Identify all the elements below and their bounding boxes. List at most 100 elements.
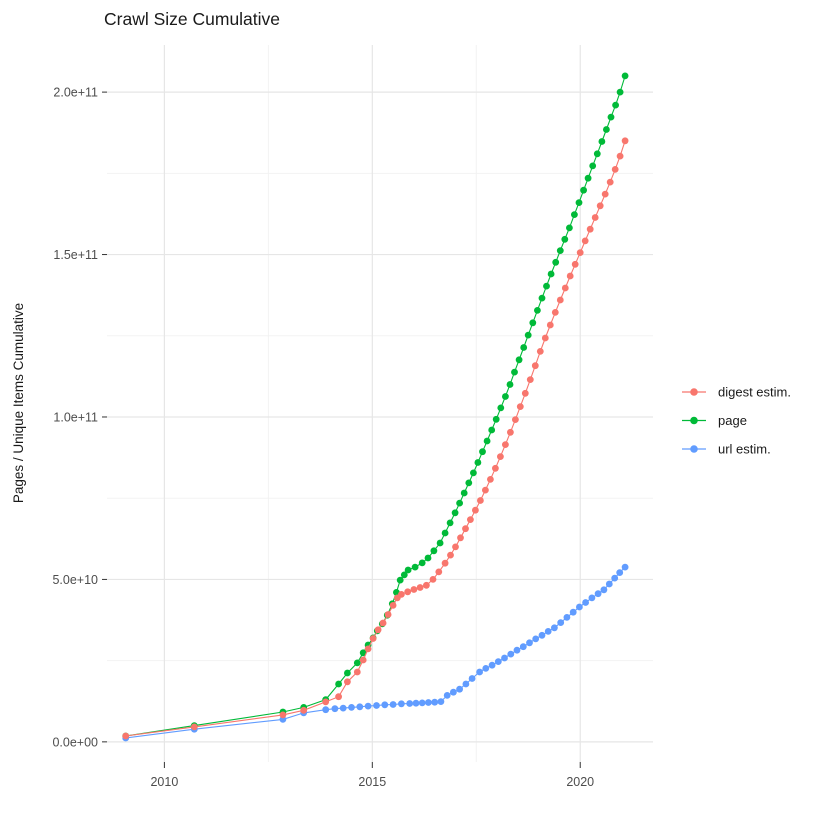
data-point (526, 376, 534, 383)
data-point (398, 700, 405, 708)
data-point (571, 260, 579, 268)
data-point (511, 368, 518, 376)
chart-title: Crawl Size Cumulative (104, 9, 280, 29)
data-point (566, 272, 574, 280)
data-point (524, 331, 532, 339)
data-point (369, 635, 377, 642)
y-tick-label: 2.0e+11 (53, 86, 98, 100)
data-point (556, 247, 564, 255)
data-point (616, 88, 624, 96)
data-point (470, 469, 477, 477)
data-point (335, 693, 342, 701)
data-point (460, 489, 468, 497)
data-point (356, 703, 364, 711)
data-point (412, 699, 420, 707)
data-point (436, 539, 444, 547)
data-point (543, 282, 550, 290)
data-point (556, 296, 564, 304)
legend: digest estim. page url estim. (682, 385, 791, 457)
data-point (476, 668, 483, 676)
data-point (494, 658, 502, 665)
data-point (611, 574, 619, 582)
data-point (456, 685, 463, 693)
data-point (418, 559, 426, 567)
data-point (457, 534, 464, 542)
data-point (497, 404, 505, 412)
data-point (575, 199, 583, 207)
data-point (591, 214, 599, 221)
data-point (596, 202, 604, 210)
data-point (468, 675, 476, 682)
data-point (374, 626, 382, 634)
data-point (512, 416, 519, 423)
data-point (502, 393, 509, 400)
data-point (429, 576, 437, 583)
data-point (441, 529, 449, 537)
data-point (538, 631, 546, 639)
data-point (526, 639, 533, 647)
x-tick-label: 2015 (358, 775, 386, 789)
data-point (621, 563, 629, 571)
data-point (561, 235, 569, 243)
series-line (125, 566, 626, 739)
data-point (404, 566, 412, 574)
legend-label: url estim. (718, 442, 771, 457)
data-point (603, 126, 610, 133)
data-point (474, 459, 482, 466)
series-url-estim- (122, 563, 629, 742)
data-point (600, 586, 608, 594)
data-point (465, 479, 473, 487)
data-point (547, 270, 555, 278)
data-point (348, 704, 355, 711)
data-point (462, 680, 470, 688)
data-point (477, 497, 484, 504)
data-point (507, 650, 515, 658)
axis-tick-labels: 2010 2015 2020 0.0e+00 5.0e+10 1.0e+11 1.5e+11… (52, 86, 594, 789)
series-digest-estim- (122, 137, 629, 740)
data-point (389, 701, 397, 708)
series-page (122, 72, 629, 740)
data-point (381, 701, 389, 709)
data-point (353, 668, 361, 676)
data-point (190, 723, 198, 731)
data-point (441, 559, 449, 567)
legend-key-dot (690, 388, 698, 396)
data-point (418, 699, 426, 707)
data-point (331, 705, 339, 713)
data-point (563, 614, 571, 621)
data-point (456, 499, 463, 507)
data-point (605, 580, 613, 588)
data-point (502, 441, 509, 448)
y-axis-title: Pages / Unique Items Cumulative (11, 303, 26, 503)
legend-key-dot (690, 416, 698, 425)
data-point (551, 309, 559, 316)
data-point (416, 584, 424, 591)
series-line (125, 140, 626, 737)
data-point (451, 509, 459, 517)
legend-label: digest estim. (718, 385, 791, 400)
y-tick-label: 1.5e+11 (53, 248, 98, 262)
data-point (536, 348, 544, 355)
data-point (580, 186, 587, 194)
data-point (552, 258, 560, 266)
y-tick-label: 1.0e+11 (53, 410, 98, 424)
data-point (364, 645, 372, 653)
legend-key-dot (690, 445, 698, 453)
data-point (423, 581, 430, 589)
data-point (507, 428, 514, 436)
data-point (400, 571, 408, 579)
data-point (561, 284, 569, 292)
data-point (566, 224, 573, 232)
data-point (607, 113, 615, 121)
data-point (359, 656, 367, 664)
legend-label: page (718, 413, 747, 428)
data-series (122, 72, 629, 742)
data-point (353, 659, 361, 667)
data-point (557, 619, 565, 626)
data-point (551, 624, 558, 632)
data-point (424, 554, 432, 562)
data-point (521, 389, 529, 397)
data-point (513, 646, 521, 654)
data-point (589, 162, 597, 170)
data-point (571, 211, 578, 219)
